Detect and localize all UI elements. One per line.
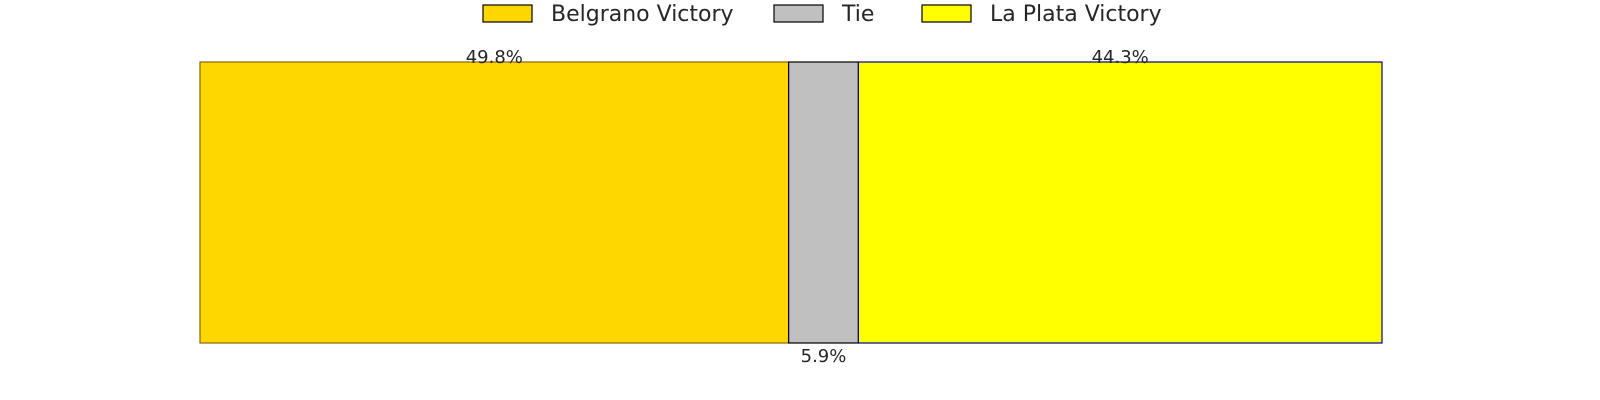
value-label-tie: 5.9% (801, 346, 847, 367)
bar-segment-la-plata-victory (857, 61, 1383, 344)
value-label-la-plata-victory: 44.3% (1092, 47, 1149, 68)
legend-entry-belgrano-victory: Belgrano Victory (482, 2, 734, 27)
legend-label-tie: Tie (841, 2, 874, 27)
legend: Belgrano Victory Tie La Plata Victory (482, 2, 1162, 27)
legend-label-la-plata-victory: La Plata Victory (990, 2, 1162, 27)
bar-segment-tie (788, 61, 859, 344)
value-label-belgrano-victory: 49.8% (466, 47, 523, 68)
stacked-bar (199, 61, 1383, 344)
legend-entry-la-plata-victory: La Plata Victory (921, 2, 1162, 27)
legend-label-belgrano-victory: Belgrano Victory (551, 2, 734, 27)
legend-swatch-la-plata-victory (921, 4, 972, 23)
legend-entry-tie: Tie (773, 2, 874, 27)
legend-swatch-belgrano-victory (482, 4, 533, 23)
legend-swatch-tie (773, 4, 824, 23)
bar-segment-belgrano-victory (199, 61, 790, 344)
value-labels: 49.8% 5.9% 44.3% (466, 47, 1149, 367)
